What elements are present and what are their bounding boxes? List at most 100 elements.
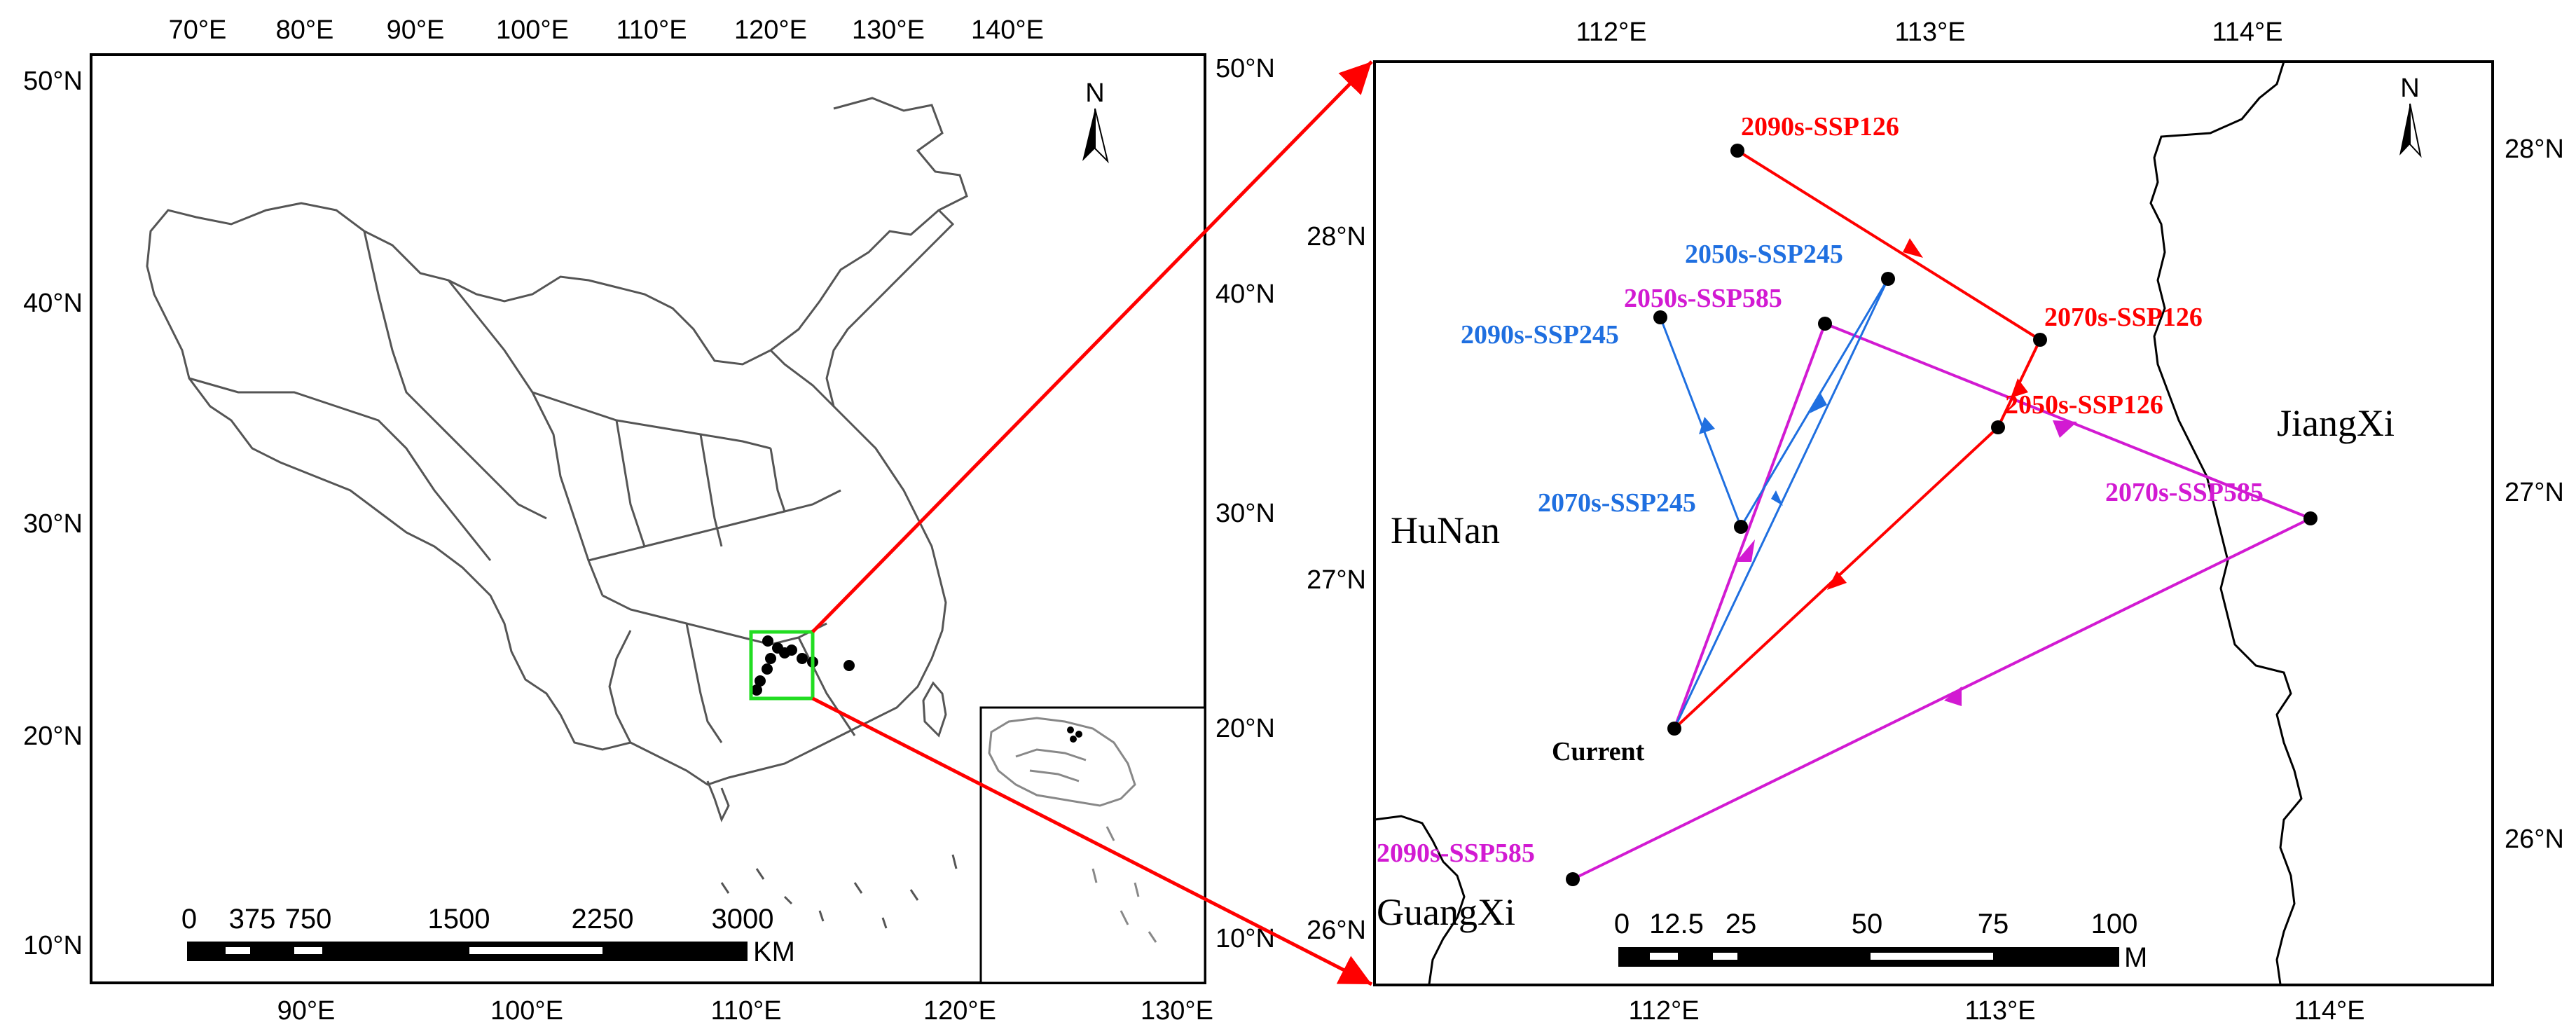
detail-right-tick: 27°N bbox=[2505, 478, 2564, 507]
label-2070s-ssp126: 2070s-SSP126 bbox=[2044, 303, 2203, 332]
zoom-connector-bottom bbox=[811, 696, 1373, 986]
overview-scalebar-label-5: 3000 bbox=[712, 904, 774, 935]
overview-top-tick: 100°E bbox=[496, 15, 569, 45]
overview-right-tick: 20°N bbox=[1215, 714, 1275, 743]
overview-left-tick: 30°N bbox=[23, 509, 83, 539]
overview-left-tick: 50°N bbox=[23, 67, 83, 96]
point-2070s-ssp245 bbox=[1734, 520, 1748, 534]
province-hunan: HuNan bbox=[1391, 509, 1500, 551]
inset-frame bbox=[979, 706, 1206, 984]
overview-bottom-tick: 130°E bbox=[1141, 996, 1213, 1026]
detail-top-ticks: 112°E 113°E 114°E bbox=[1576, 18, 2282, 47]
overview-top-tick: 80°E bbox=[276, 15, 334, 45]
detail-left-tick: 26°N bbox=[1307, 916, 1366, 945]
detail-left-tick: 28°N bbox=[1307, 222, 1366, 251]
overview-top-tick: 110°E bbox=[616, 15, 687, 45]
overview-scalebar-label-1: 375 bbox=[229, 904, 276, 935]
label-current: Current bbox=[1552, 737, 1645, 766]
overview-map: N 0 375 750 1500 2250 3000 KM 70°E 80°E … bbox=[23, 15, 1275, 1026]
detail-scalebar-label-4: 75 bbox=[1978, 909, 2009, 939]
centroid-points bbox=[1566, 144, 2317, 886]
detail-top-tick: 112°E bbox=[1576, 18, 1646, 47]
ssp585-path bbox=[1572, 322, 2311, 881]
overview-top-tick: 140°E bbox=[971, 15, 1044, 45]
overview-right-tick: 40°N bbox=[1215, 280, 1275, 309]
ssp126-path bbox=[1673, 149, 2041, 730]
overview-bottom-tick: 100°E bbox=[490, 996, 563, 1026]
zoom-connector-top bbox=[811, 60, 1373, 633]
overview-top-tick: 130°E bbox=[852, 15, 925, 45]
study-area-points bbox=[751, 635, 855, 696]
jiangxi-border bbox=[2149, 61, 2303, 985]
overview-top-tick: 90°E bbox=[387, 15, 445, 45]
overview-bottom-tick: 120°E bbox=[923, 996, 996, 1026]
overview-left-ticks: 50°N 40°N 30°N 20°N 10°N bbox=[23, 67, 83, 960]
point-2070s-ssp585 bbox=[2303, 511, 2317, 525]
detail-north-label: N bbox=[2400, 74, 2419, 103]
label-2050s-ssp126: 2050s-SSP126 bbox=[2005, 390, 2163, 420]
detail-bottom-tick: 112°E bbox=[1628, 996, 1699, 1026]
label-2050s-ssp245: 2050s-SSP245 bbox=[1685, 240, 1843, 269]
point-2090s-ssp245 bbox=[1653, 310, 1667, 324]
overview-right-tick: 30°N bbox=[1215, 499, 1275, 528]
detail-bottom-tick: 113°E bbox=[1964, 996, 2035, 1026]
overview-right-ticks: 50°N 40°N 30°N 20°N 10°N bbox=[1215, 54, 1275, 953]
detail-right-tick: 26°N bbox=[2505, 825, 2564, 854]
detail-right-ticks: 28°N 27°N 26°N bbox=[2505, 135, 2564, 854]
label-2090s-ssp585: 2090s-SSP585 bbox=[1377, 839, 1535, 868]
province-guangxi: GuangXi bbox=[1377, 891, 1515, 933]
overview-top-tick: 70°E bbox=[169, 15, 227, 45]
point-2070s-ssp126 bbox=[2033, 333, 2047, 347]
detail-top-tick: 113°E bbox=[1894, 18, 1965, 47]
detail-left-ticks: 28°N 27°N 26°N bbox=[1307, 222, 1366, 945]
point-2090s-ssp585 bbox=[1566, 872, 1580, 886]
overview-scalebar-unit: KM bbox=[753, 937, 795, 967]
detail-left-tick: 27°N bbox=[1307, 565, 1366, 595]
overview-north-arrow: N bbox=[1082, 78, 1109, 164]
label-2070s-ssp585: 2070s-SSP585 bbox=[2105, 478, 2264, 507]
overview-north-label: N bbox=[1085, 78, 1104, 108]
overview-top-ticks: 70°E 80°E 90°E 100°E 110°E 120°E 130°E 1… bbox=[169, 15, 1044, 45]
point-labels: Current 2090s-SSP126 2070s-SSP126 2050s-… bbox=[1377, 112, 2264, 868]
overview-scalebar: 0 375 750 1500 2250 3000 KM bbox=[181, 904, 795, 967]
point-2050s-ssp245 bbox=[1881, 272, 1895, 286]
overview-left-tick: 40°N bbox=[23, 289, 83, 318]
zoom-connectors bbox=[811, 60, 1373, 986]
point-current bbox=[1667, 722, 1681, 736]
label-2070s-ssp245: 2070s-SSP245 bbox=[1538, 488, 1696, 518]
province-jiangxi: JiangXi bbox=[2277, 402, 2395, 444]
detail-map: HuNan JiangXi GuangXi bbox=[1307, 18, 2564, 1026]
china-provinces bbox=[146, 97, 968, 929]
zoom-box bbox=[749, 630, 815, 701]
detail-map-frame bbox=[1373, 60, 2494, 986]
detail-scalebar-unit: M bbox=[2124, 942, 2147, 973]
point-2050s-ssp585 bbox=[1818, 317, 1832, 331]
guangxi-border bbox=[1374, 815, 1466, 985]
detail-scalebar-label-5: 100 bbox=[2091, 909, 2138, 939]
overview-right-tick: 50°N bbox=[1215, 54, 1275, 83]
overview-scalebar-label-0: 0 bbox=[181, 904, 197, 935]
detail-right-tick: 28°N bbox=[2505, 135, 2564, 164]
detail-top-tick: 114°E bbox=[2212, 18, 2282, 47]
ssp245-path bbox=[1659, 278, 1889, 729]
detail-scalebar: 0 12.5 25 50 75 100 M bbox=[1614, 909, 2147, 973]
point-2050s-ssp126 bbox=[1991, 420, 2005, 434]
label-2090s-ssp245: 2090s-SSP245 bbox=[1461, 320, 1619, 350]
overview-scalebar-label-4: 2250 bbox=[572, 904, 634, 935]
label-2050s-ssp585: 2050s-SSP585 bbox=[1624, 284, 1782, 313]
detail-scalebar-label-3: 50 bbox=[1852, 909, 1883, 939]
south-china-sea-inset bbox=[979, 706, 1206, 984]
detail-bottom-ticks: 112°E 113°E 114°E bbox=[1628, 996, 2364, 1026]
detail-north-arrow: N bbox=[2399, 74, 2422, 158]
overview-top-tick: 120°E bbox=[734, 15, 807, 45]
overview-left-tick: 10°N bbox=[23, 931, 83, 960]
overview-left-tick: 20°N bbox=[23, 722, 83, 751]
overview-scalebar-label-2: 750 bbox=[285, 904, 332, 935]
overview-bottom-tick: 90°E bbox=[277, 996, 336, 1026]
overview-bottom-ticks: 90°E 100°E 110°E 120°E 130°E bbox=[277, 996, 1213, 1026]
detail-bottom-tick: 114°E bbox=[2294, 996, 2364, 1026]
overview-bottom-tick: 110°E bbox=[710, 996, 781, 1026]
point-2090s-ssp126 bbox=[1730, 144, 1744, 158]
detail-scalebar-label-1: 12.5 bbox=[1649, 909, 1704, 939]
